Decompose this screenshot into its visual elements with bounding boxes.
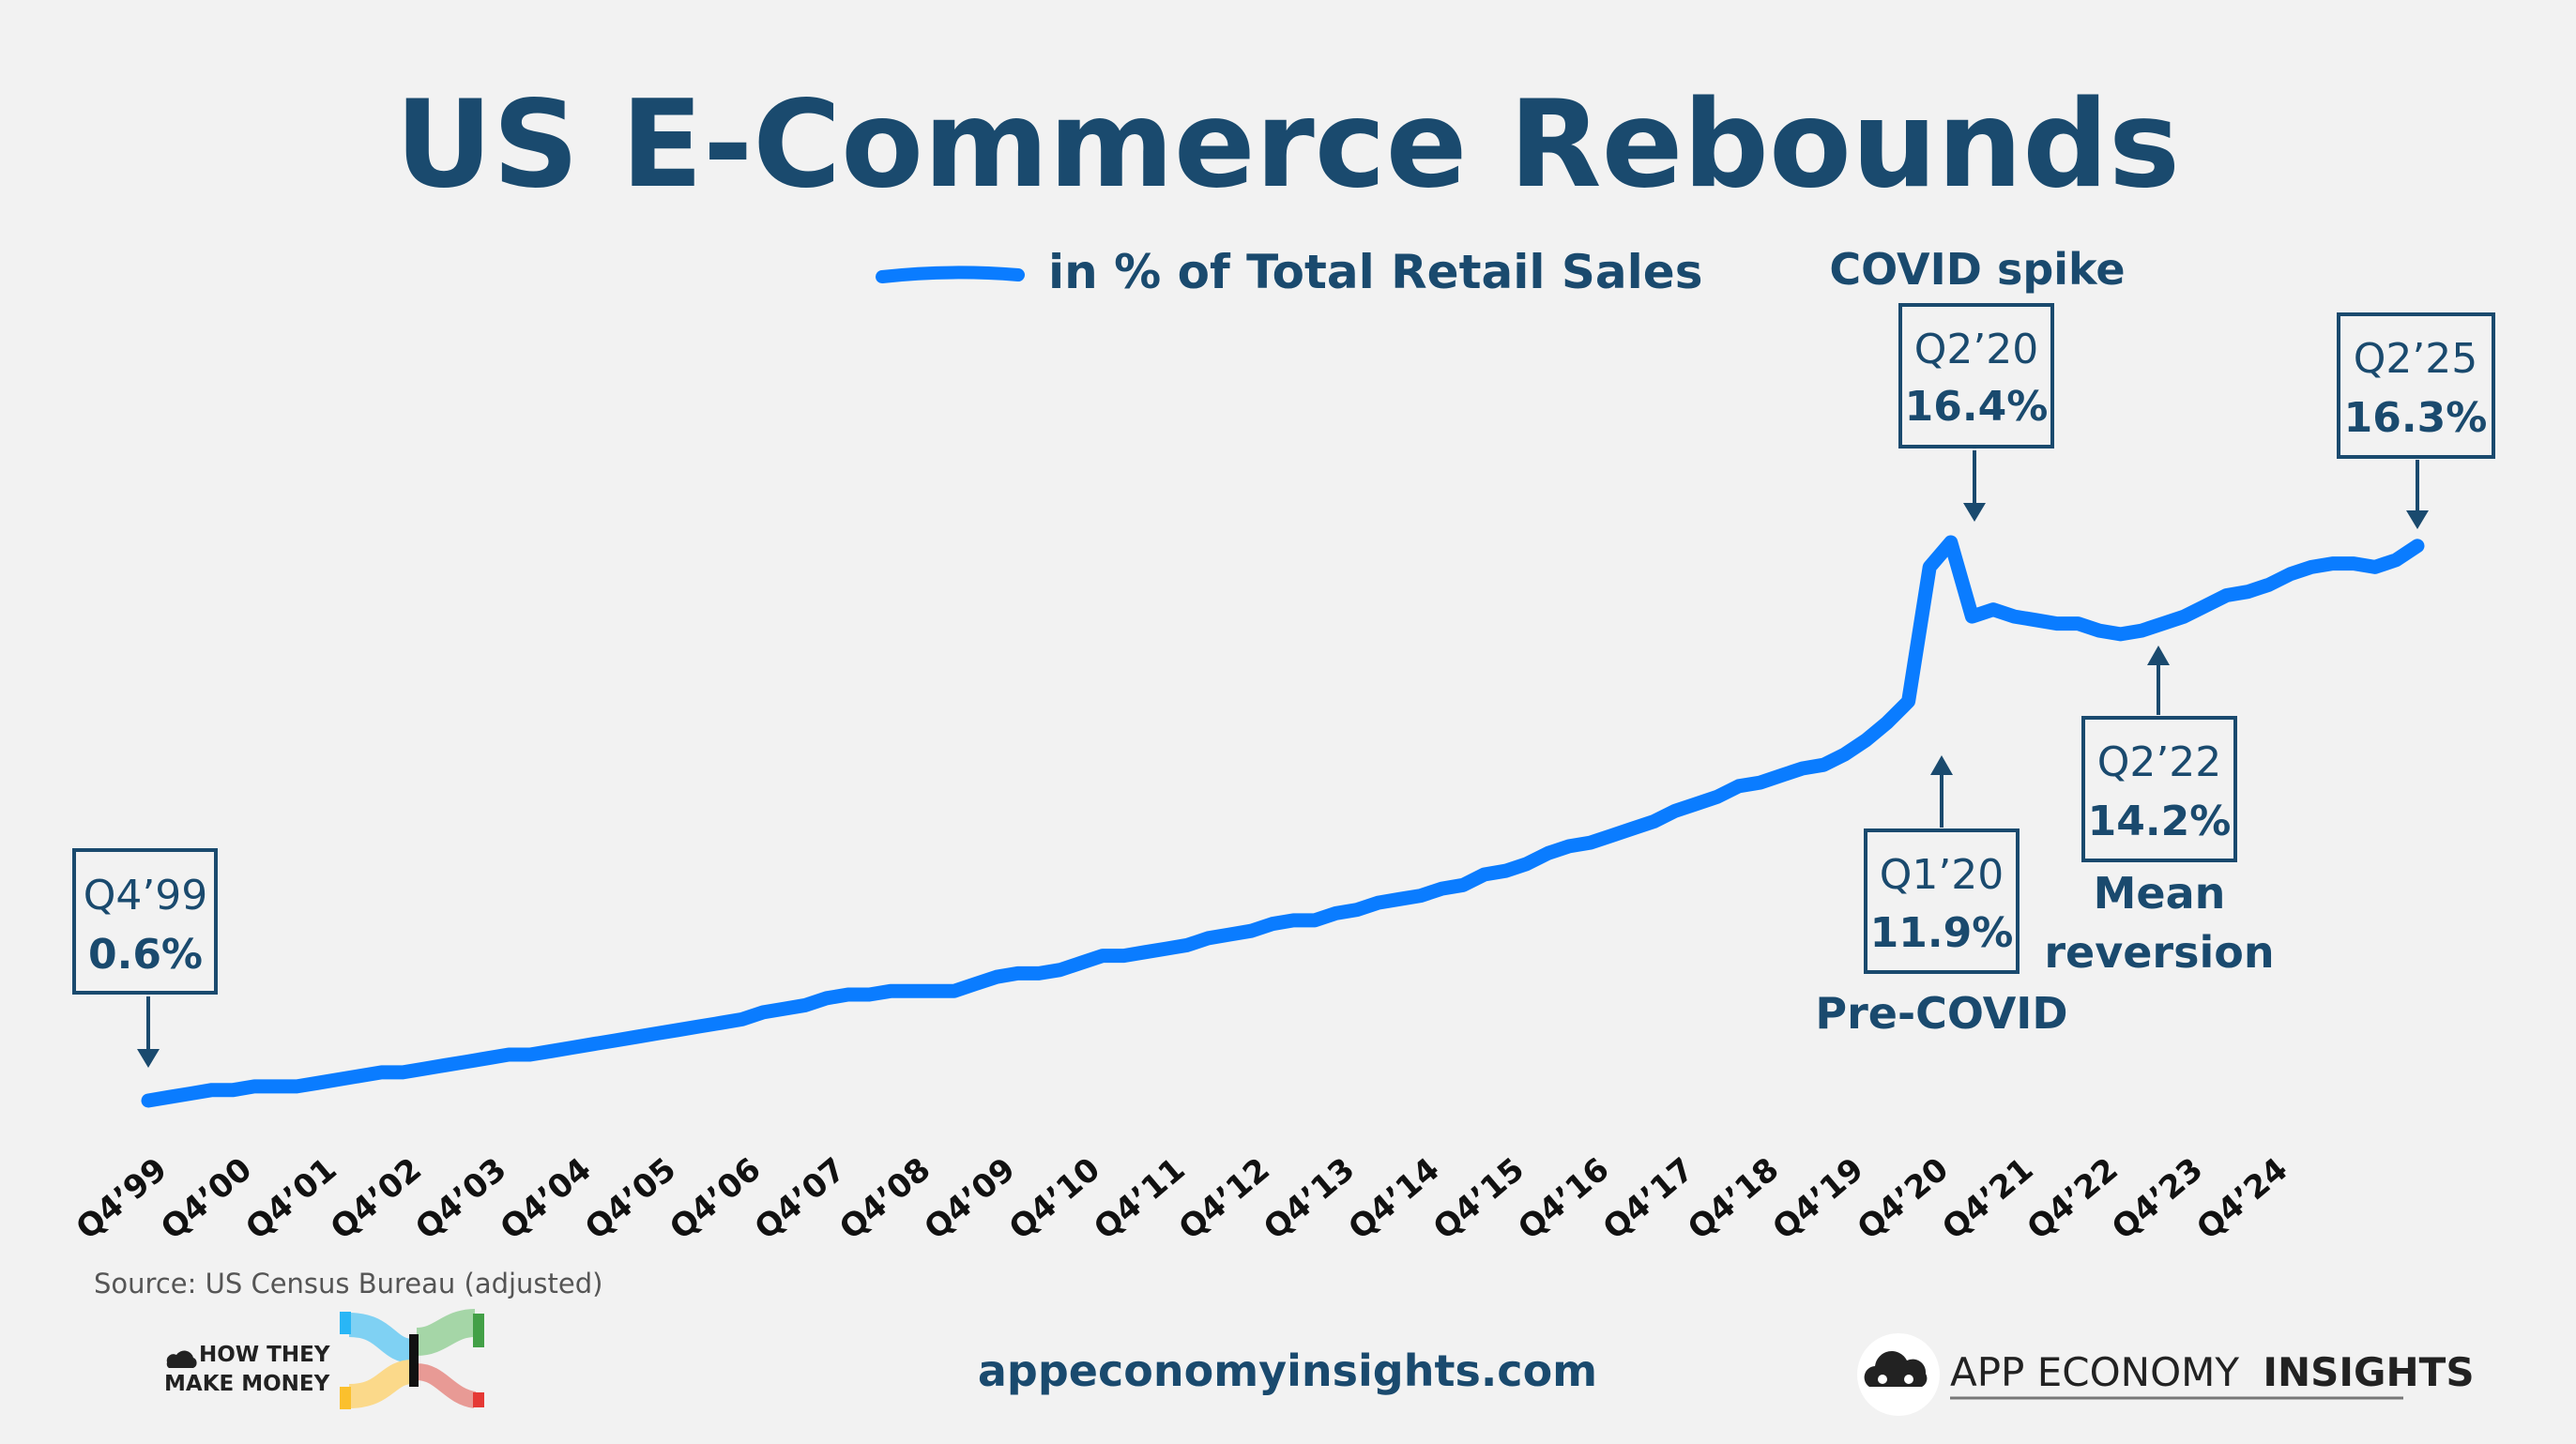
source-note: Source: US Census Bureau (adjusted) — [94, 1268, 602, 1300]
annotation-quarter-start: Q4’99 — [84, 872, 208, 920]
logo-text: APP ECONOMY INSIGHTS — [1950, 1349, 2475, 1395]
x-tick-label: Q4’99 — [69, 1150, 175, 1247]
annotation-quarter-spike: Q2’20 — [1914, 326, 2039, 373]
x-tick-label: Q4’17 — [1596, 1150, 1701, 1247]
annotation-box-latest — [2337, 312, 2495, 459]
arrowhead-down-icon — [2406, 510, 2429, 529]
x-tick-label: Q4’09 — [918, 1150, 1023, 1247]
page-title: US E-Commerce Rebounds — [395, 75, 2180, 215]
annotation-box-spike — [1898, 303, 2054, 448]
annotation-box-reversion — [2081, 716, 2237, 862]
x-tick-label: Q4’20 — [1851, 1150, 1956, 1247]
x-tick-label: Q4’21 — [1935, 1150, 2040, 1247]
x-axis-tick-labels: Q4’99Q4’00Q4’01Q4’02Q4’03Q4’04Q4’05Q4’06… — [69, 1150, 2295, 1247]
x-tick-label: Q4’06 — [663, 1150, 768, 1247]
x-tick-label: Q4’10 — [1002, 1150, 1107, 1247]
legend-label: in % of Total Retail Sales — [1048, 245, 1702, 299]
how-they-make-money-logo: HOW THEY MAKE MONEY — [164, 1309, 484, 1409]
x-tick-label: Q4’23 — [2105, 1150, 2210, 1247]
app-economy-insights-logo: APP ECONOMY INSIGHTS — [1857, 1333, 2475, 1416]
arrowhead-up-icon — [2147, 646, 2170, 665]
annotation-caption-precovid: Pre-COVID — [1815, 988, 2067, 1039]
annotation-value-latest: 16.3% — [2344, 394, 2488, 442]
x-tick-label: Q4’04 — [494, 1150, 599, 1247]
x-tick-label: Q4’02 — [324, 1150, 429, 1247]
logo-text-line2: MAKE MONEY — [164, 1372, 330, 1396]
arrowhead-up-icon — [1930, 755, 1953, 775]
annotation-value-precovid: 11.9% — [1870, 909, 2014, 957]
annotation-value-spike: 16.4% — [1905, 383, 2049, 431]
x-tick-label: Q4’03 — [408, 1150, 513, 1247]
annotation-quarter-latest: Q2’25 — [2354, 335, 2478, 383]
legend-swatch — [876, 266, 1025, 283]
x-tick-label: Q4’13 — [1257, 1150, 1362, 1247]
x-tick-label: Q4’22 — [2020, 1150, 2126, 1247]
x-tick-label: Q4’00 — [154, 1150, 259, 1247]
logo-text-bold: INSIGHTS — [2263, 1349, 2474, 1395]
x-tick-label: Q4’01 — [238, 1150, 343, 1247]
x-tick-label: Q4’11 — [1087, 1150, 1192, 1247]
x-tick-label: Q4’05 — [578, 1150, 683, 1247]
x-tick-label: Q4’24 — [2189, 1150, 2294, 1247]
series-line-ecommerce-share — [141, 535, 2425, 1108]
x-tick-label: Q4’15 — [1426, 1150, 1532, 1247]
annotation-caption2-reversion: reversion — [2044, 927, 2274, 978]
x-tick-label: Q4’12 — [1172, 1150, 1277, 1247]
annotation-quarter-precovid: Q1’20 — [1880, 851, 2004, 899]
x-tick-label: Q4’19 — [1766, 1150, 1871, 1247]
annotation-value-reversion: 14.2% — [2088, 798, 2232, 845]
annotation-box-precovid — [1864, 828, 2020, 974]
logo-text-line1: HOW THEY — [199, 1343, 330, 1367]
annotation-value-start: 0.6% — [88, 931, 203, 979]
arrowhead-down-icon — [1963, 503, 1986, 522]
annotation-quarter-reversion: Q2’22 — [2097, 738, 2222, 786]
x-tick-label: Q4’07 — [748, 1150, 853, 1247]
annotation-caption-reversion: Mean — [2094, 868, 2226, 919]
annotations: Q4’99 0.6% Q1’20 11.9% Pre-COVID COVID s… — [72, 244, 2495, 1068]
cloud-icon — [166, 1350, 197, 1368]
website-link[interactable]: appeconomyinsights.com — [978, 1345, 1597, 1396]
annotation-caption-spike: COVID spike — [1829, 244, 2125, 295]
sankey-flow-icon — [348, 1313, 415, 1363]
x-tick-label: Q4’08 — [832, 1150, 937, 1247]
x-tick-label: Q4’16 — [1511, 1150, 1616, 1247]
annotation-box-start — [72, 848, 218, 995]
x-tick-label: Q4’18 — [1681, 1150, 1786, 1247]
x-tick-label: Q4’14 — [1342, 1150, 1447, 1247]
arrowhead-down-icon — [137, 1049, 160, 1068]
logo-text-regular: APP ECONOMY — [1950, 1349, 2239, 1395]
